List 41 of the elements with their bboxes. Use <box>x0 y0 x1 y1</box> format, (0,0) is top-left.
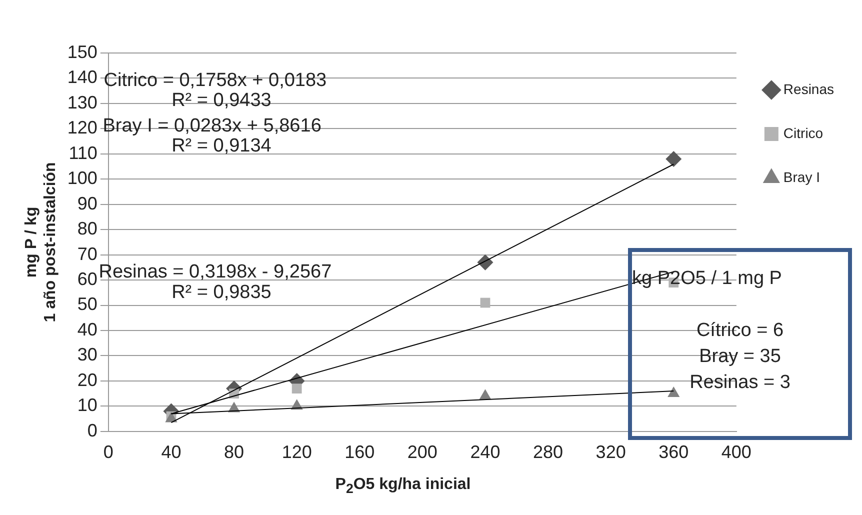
x-tick-label: 80 <box>224 442 244 462</box>
annotation: Cítrico = 6 <box>695 320 785 342</box>
annotation: R² = 0,9433 <box>172 90 272 112</box>
x-tick-label: 280 <box>533 442 564 462</box>
x-tick-label: 120 <box>282 442 312 462</box>
y-tick-label: 10 <box>77 395 98 416</box>
y-tick-label: 50 <box>77 294 98 314</box>
y-tick-label: 140 <box>67 67 98 88</box>
x-tick-label: 0 <box>103 442 114 462</box>
legend-label: Bray I <box>783 168 820 185</box>
legend-label: Citrico <box>783 124 824 141</box>
y-tick-label: 90 <box>77 193 98 214</box>
y-tick-label: 80 <box>77 218 98 239</box>
y-tick-label: 20 <box>77 370 98 390</box>
annotation: Resinas = 3 <box>688 372 792 394</box>
y-tick-label: 150 <box>67 42 98 62</box>
annotation: Resinas = 0,3198x - 9,2567 <box>98 262 332 283</box>
x-axis-title: P$_{2}$O5 kg/ha inicial <box>334 474 472 498</box>
y-tick-label: 120 <box>67 118 98 138</box>
y-tick-label: 30 <box>77 344 98 365</box>
annotation: Citrico = 0,1758x + 0,0183 <box>104 70 327 91</box>
legend-label: Resinas <box>783 80 834 97</box>
y-tick-label: 130 <box>67 92 98 112</box>
y-tick-label: 0 <box>87 420 98 440</box>
x-tick-label: 320 <box>596 442 626 462</box>
y-tick-label: 100 <box>67 168 98 188</box>
y-tick-label: 110 <box>68 142 98 163</box>
annotation: Bray I = 0,0283x + 5,8616 <box>102 115 322 136</box>
annotation: R² = 0,9134 <box>172 136 272 157</box>
annotation: R² = 0,9835 <box>172 282 272 303</box>
x-tick-label: 400 <box>721 442 752 462</box>
x-tick-label: 360 <box>658 442 689 462</box>
x-tick-label: 200 <box>407 442 438 462</box>
y-tick-label: 40 <box>77 319 98 340</box>
x-tick-label: 40 <box>161 442 182 462</box>
y-tick-label: 70 <box>77 244 98 264</box>
y-tick-label: 60 <box>77 269 98 290</box>
x-tick-label: 160 <box>344 442 375 462</box>
y-axis-title: mg P / kg 1 año post-instalción <box>23 162 60 322</box>
annotation: Bray = 35 <box>698 346 782 368</box>
x-tick-label: 240 <box>470 442 500 462</box>
